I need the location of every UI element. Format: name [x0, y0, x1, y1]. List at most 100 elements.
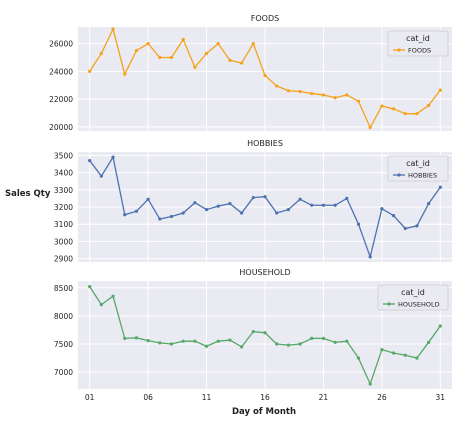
- household-xtick-label: 06: [143, 393, 153, 402]
- household-data-point: [403, 353, 407, 357]
- household-data-point: [368, 382, 372, 386]
- foods-data-point: [181, 37, 185, 42]
- foods-data-point: [240, 61, 244, 65]
- household-data-point: [263, 331, 267, 335]
- hobbies-legend: cat_id HOBBIES: [387, 155, 449, 182]
- hobbies-ytick-label: 3200: [54, 203, 73, 212]
- household-data-point: [415, 356, 419, 360]
- hobbies-data-point: [368, 255, 372, 259]
- hobbies-data-point: [310, 203, 314, 207]
- household-data-point: [134, 336, 139, 340]
- household-data-point: [345, 339, 349, 343]
- hobbies-data-point: [240, 211, 244, 215]
- foods-data-point: [310, 91, 314, 96]
- foods-legend: cat_id FOODS: [387, 30, 449, 57]
- foods-data-point: [123, 72, 127, 76]
- hobbies-data-point: [403, 226, 407, 231]
- hobbies-title: HOBBIES: [247, 139, 283, 148]
- foods-data-point: [356, 99, 361, 103]
- foods-data-point: [415, 112, 419, 116]
- household-data-point: [146, 339, 150, 343]
- foods-data-point: [333, 96, 337, 100]
- household-data-point: [123, 336, 127, 340]
- hobbies-data-point: [169, 214, 174, 219]
- hobbies-data-point: [228, 201, 232, 206]
- hobbies-data-point: [275, 211, 279, 215]
- household-title: HOUSEHOLD: [239, 268, 290, 277]
- household-data-point: [275, 342, 279, 346]
- foods-title: FOODS: [251, 14, 279, 23]
- foods-data-point: [286, 89, 290, 93]
- hobbies-ytick-label: 2900: [54, 255, 73, 264]
- foods-ytick-label: 24000: [49, 67, 73, 76]
- foods-data-point: [158, 55, 162, 60]
- household-legend-marker: [387, 302, 391, 306]
- hobbies-data-point: [99, 174, 103, 178]
- household-xtick-label: 11: [202, 393, 212, 402]
- foods-data-point: [391, 107, 396, 111]
- household-ytick-label: 7000: [54, 368, 73, 377]
- hobbies-data-point: [134, 209, 139, 213]
- foods-ytick-label: 20000: [49, 123, 73, 132]
- household-legend-title: cat_id: [401, 288, 425, 297]
- foods-data-point: [88, 69, 92, 73]
- household-xtick-label: 26: [377, 393, 387, 402]
- household-data-point: [169, 342, 174, 346]
- household-ytick-label: 8500: [54, 284, 73, 293]
- foods-data-point: [111, 27, 115, 31]
- hobbies-data-point: [415, 224, 419, 228]
- foods-data-point: [438, 88, 442, 92]
- household-data-point: [438, 324, 442, 328]
- foods-data-point: [251, 42, 255, 46]
- foods-data-point: [193, 65, 197, 69]
- household-data-point: [240, 345, 244, 349]
- household-data-point: [111, 294, 115, 298]
- hobbies-data-point: [298, 197, 302, 201]
- household-data-point: [427, 340, 431, 344]
- household-data-point: [88, 285, 92, 289]
- foods-data-point: [380, 104, 384, 108]
- household-legend-box: [377, 284, 449, 311]
- hobbies-legend-title: cat_id: [406, 159, 430, 168]
- hobbies-data-point: [438, 185, 442, 189]
- hobbies-data-point: [391, 213, 396, 218]
- household-data-point: [99, 303, 103, 307]
- household-data-point: [216, 339, 220, 343]
- foods-legend-marker: [397, 48, 401, 52]
- household-data-point: [204, 344, 209, 348]
- hobbies-ytick-label: 3100: [54, 220, 73, 229]
- hobbies-data-point: [345, 196, 349, 201]
- foods-data-point: [263, 73, 267, 78]
- hobbies-data-point: [356, 222, 361, 226]
- hobbies-data-point: [204, 207, 209, 212]
- household-data-point: [391, 351, 396, 355]
- household-data-point: [298, 342, 302, 346]
- foods-data-point: [321, 93, 326, 97]
- hobbies-data-point: [251, 195, 255, 200]
- hobbies-data-point: [216, 204, 220, 208]
- hobbies-data-point: [181, 211, 185, 215]
- hobbies-data-point: [193, 201, 197, 205]
- household-data-point: [193, 339, 197, 343]
- hobbies-panel: 2900300031003200330034003500HOBBIEScat_i…: [54, 139, 452, 264]
- household-data-point: [380, 348, 384, 352]
- hobbies-data-point: [111, 155, 115, 159]
- household-data-point: [310, 336, 314, 340]
- household-data-point: [251, 330, 255, 334]
- hobbies-legend-label: HOBBIES: [408, 172, 437, 180]
- household-ytick-label: 8000: [54, 312, 73, 321]
- hobbies-data-point: [321, 203, 326, 207]
- hobbies-data-point: [158, 217, 162, 221]
- foods-panel: 20000 22000 24000 26000 FOODS cat_id FOODS: [49, 14, 452, 132]
- household-data-point: [286, 343, 290, 347]
- foods-data-point: [99, 51, 103, 55]
- hobbies-data-point: [146, 197, 150, 201]
- foods-data-point: [169, 55, 174, 60]
- household-xtick-label: 31: [436, 393, 446, 402]
- foods-data-point: [345, 93, 349, 97]
- household-xtick-label: 21: [319, 393, 329, 402]
- foods-data-point: [228, 58, 232, 62]
- household-data-point: [158, 341, 162, 345]
